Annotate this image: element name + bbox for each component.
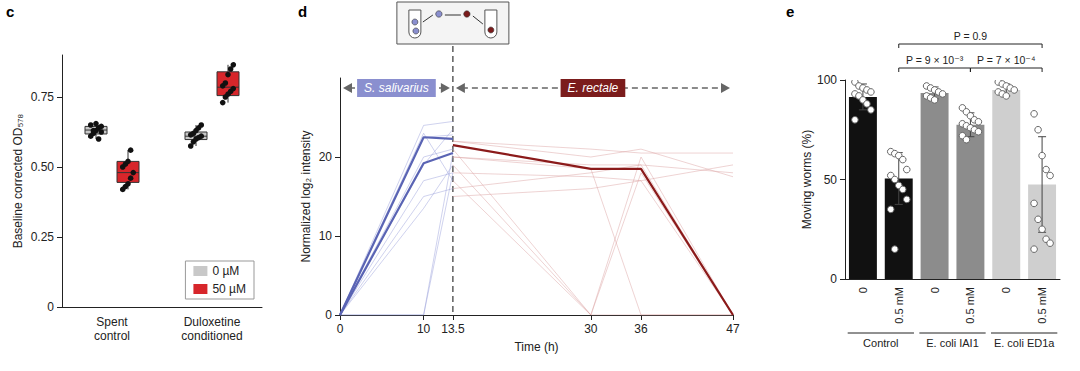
svg-text:0.5 mM: 0.5 mM: [893, 287, 905, 324]
svg-text:0: 0: [929, 287, 941, 293]
svg-text:0.5 mM: 0.5 mM: [1036, 287, 1048, 324]
svg-text:0.50: 0.50: [31, 160, 55, 174]
svg-text:Spent: Spent: [96, 315, 128, 329]
svg-text:50 µM: 50 µM: [212, 282, 246, 296]
svg-text:0.5 mM: 0.5 mM: [964, 287, 976, 324]
svg-text:0: 0: [830, 272, 837, 286]
svg-text:P = 7 × 10⁻⁴: P = 7 × 10⁻⁴: [977, 54, 1035, 66]
svg-text:E. coli IAI1: E. coli IAI1: [926, 337, 979, 349]
svg-text:conditioned: conditioned: [181, 329, 242, 343]
svg-text:10: 10: [417, 322, 431, 336]
svg-text:e: e: [786, 3, 794, 20]
svg-text:Time (h): Time (h): [514, 340, 558, 354]
svg-text:0.25: 0.25: [31, 230, 55, 244]
svg-text:100: 100: [817, 73, 837, 87]
svg-text:P = 9 × 10⁻³: P = 9 × 10⁻³: [906, 54, 964, 66]
svg-text:10: 10: [319, 229, 333, 243]
svg-text:0 µM: 0 µM: [212, 264, 239, 278]
svg-text:Control: Control: [863, 337, 898, 349]
svg-text:c: c: [6, 3, 14, 20]
svg-text:P = 0.9: P = 0.9: [954, 30, 988, 42]
svg-text:Normalized log₂ intensity: Normalized log₂ intensity: [299, 130, 313, 262]
svg-text:Duloxetine: Duloxetine: [184, 315, 241, 329]
svg-text:47: 47: [726, 322, 740, 336]
svg-text:30: 30: [584, 322, 598, 336]
svg-text:0.75: 0.75: [31, 90, 55, 104]
svg-text:20: 20: [319, 150, 333, 164]
svg-text:E. rectale: E. rectale: [568, 81, 619, 95]
svg-text:0: 0: [325, 308, 332, 322]
svg-text:0: 0: [47, 300, 54, 314]
svg-text:S. salivarius: S. salivarius: [364, 81, 429, 95]
svg-text:Moving worms (%): Moving worms (%): [800, 130, 814, 229]
svg-text:50: 50: [824, 173, 838, 187]
svg-text:E. coli ED1a: E. coli ED1a: [994, 337, 1055, 349]
svg-text:0: 0: [857, 287, 869, 293]
svg-text:13.5: 13.5: [441, 322, 465, 336]
svg-text:Baseline corrected OD₅₇₈: Baseline corrected OD₅₇₈: [11, 114, 25, 249]
svg-text:control: control: [94, 329, 130, 343]
svg-text:36: 36: [634, 322, 648, 336]
svg-text:0: 0: [337, 322, 344, 336]
svg-text:0: 0: [1000, 287, 1012, 293]
svg-text:d: d: [298, 3, 307, 20]
